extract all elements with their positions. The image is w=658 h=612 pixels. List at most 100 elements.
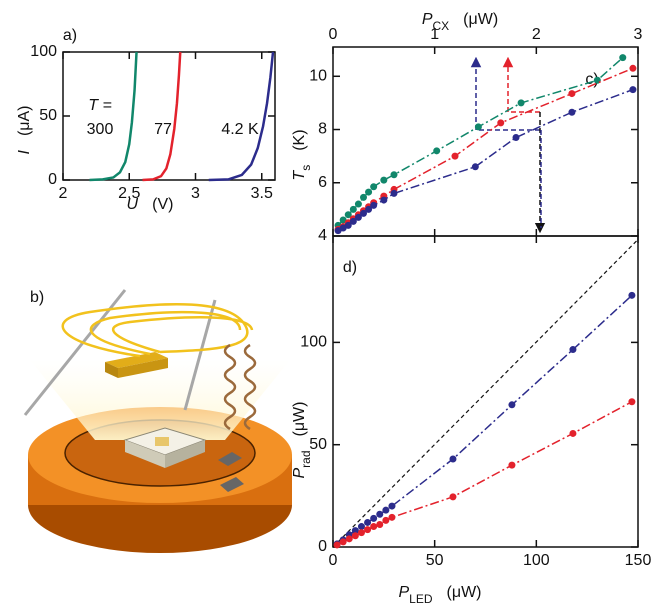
data-point xyxy=(357,523,365,531)
y-axis-label: Prad (μW) xyxy=(291,402,313,479)
y-axis-label: I (μA) xyxy=(16,106,33,155)
data-point xyxy=(517,99,525,107)
data-point xyxy=(512,134,520,142)
data-point xyxy=(364,518,372,526)
data-point xyxy=(569,429,577,437)
x-axis-label: U (V) xyxy=(127,196,174,213)
series-line xyxy=(208,51,275,182)
y-axis-label-symbol: I xyxy=(16,150,33,155)
data-point xyxy=(388,513,396,521)
x-axis-label-unit: (μW) xyxy=(463,11,498,28)
data-point xyxy=(619,54,627,62)
data-point xyxy=(388,502,396,510)
plot-frame xyxy=(332,235,639,548)
y-axis-label-symbol: T xyxy=(291,170,308,181)
series-line xyxy=(337,67,634,231)
y-axis-label-subscript: rad xyxy=(299,450,313,467)
series-line xyxy=(142,51,182,182)
data-point xyxy=(382,506,390,514)
data-point xyxy=(345,535,353,543)
y-tick-label: 6 xyxy=(318,174,327,191)
data-point xyxy=(474,123,482,131)
data-point xyxy=(349,205,357,213)
data-point xyxy=(390,171,398,179)
data-point xyxy=(382,516,390,524)
x-axis-label-unit: (μW) xyxy=(447,584,482,601)
data-point xyxy=(569,346,577,354)
x-tick-label: 50 xyxy=(426,552,444,569)
illustration: b) xyxy=(23,289,292,553)
series-label: 4.2 K xyxy=(221,121,259,138)
x-axis-label-symbol: P xyxy=(399,584,410,601)
y-axis-label-unit: (μA) xyxy=(16,106,33,137)
data-point xyxy=(568,90,576,98)
data-point xyxy=(365,188,373,196)
data-point xyxy=(351,527,359,535)
x-axis-label: PLED (μW) xyxy=(399,584,482,606)
data-point xyxy=(364,526,372,534)
data-point xyxy=(449,455,457,463)
data-point xyxy=(333,541,341,549)
data-point xyxy=(360,193,367,201)
panel-label: a) xyxy=(63,27,77,44)
x-tick-label: 2 xyxy=(532,26,541,43)
data-point xyxy=(354,213,362,221)
series-label: 300 xyxy=(87,121,114,138)
series-line xyxy=(337,88,634,232)
x-axis-label-symbol: P xyxy=(422,11,433,28)
reference-line xyxy=(332,239,639,548)
series-label: 77 xyxy=(154,121,172,138)
data-point xyxy=(497,119,505,127)
x-tick-label: 2 xyxy=(59,185,68,202)
y-tick-label: 0 xyxy=(48,171,57,188)
x-axis-label-subscript: CX xyxy=(433,19,450,33)
y-tick-label: 50 xyxy=(39,107,57,124)
data-point xyxy=(339,538,347,546)
data-point xyxy=(344,221,352,229)
y-tick-label: 4 xyxy=(318,227,327,244)
data-point xyxy=(370,514,378,522)
series-line xyxy=(336,294,633,545)
data-point xyxy=(508,461,516,469)
x-tick-label: 0 xyxy=(329,552,338,569)
panel-label: d) xyxy=(343,259,357,276)
y-tick-label: 100 xyxy=(30,43,57,60)
data-point xyxy=(351,532,359,540)
y-tick-label: 50 xyxy=(309,436,327,453)
x-tick-label: 100 xyxy=(523,552,550,569)
x-tick-label: 3.5 xyxy=(251,185,273,202)
data-point xyxy=(365,205,373,213)
data-point xyxy=(628,398,636,406)
y-tick-label: 10 xyxy=(309,68,327,85)
x-axis-label: PCX (μW) xyxy=(422,11,498,33)
data-point xyxy=(380,176,388,184)
data-point xyxy=(370,183,378,191)
panel-label: b) xyxy=(30,289,44,306)
x-tick-label: 3 xyxy=(191,185,200,202)
data-point xyxy=(449,493,457,501)
y-tick-label: 8 xyxy=(318,121,327,138)
data-point xyxy=(380,196,388,204)
x-tick-label: 2.5 xyxy=(118,185,140,202)
x-tick-label: 1 xyxy=(430,26,439,43)
data-point xyxy=(354,200,362,208)
x-axis-label-subscript: LED xyxy=(409,592,433,606)
data-point xyxy=(360,209,367,217)
data-point xyxy=(376,510,384,518)
y-axis-label-subscript: s xyxy=(299,165,313,171)
y-axis-label-unit: (μW) xyxy=(291,402,308,437)
data-point xyxy=(471,163,479,171)
data-point xyxy=(357,529,365,537)
y-tick-label: 0 xyxy=(318,538,327,555)
y-axis-label-unit: (K) xyxy=(291,129,308,150)
guide-arrows xyxy=(470,56,546,234)
x-tick-label: 150 xyxy=(625,552,652,569)
data-point xyxy=(629,86,637,94)
data-point xyxy=(349,217,357,225)
data-point xyxy=(370,523,378,531)
data-point xyxy=(390,189,398,197)
y-axis-label: Ts (K) xyxy=(291,129,313,180)
x-tick-label: 3 xyxy=(634,26,643,43)
annotation: T = xyxy=(88,97,112,114)
